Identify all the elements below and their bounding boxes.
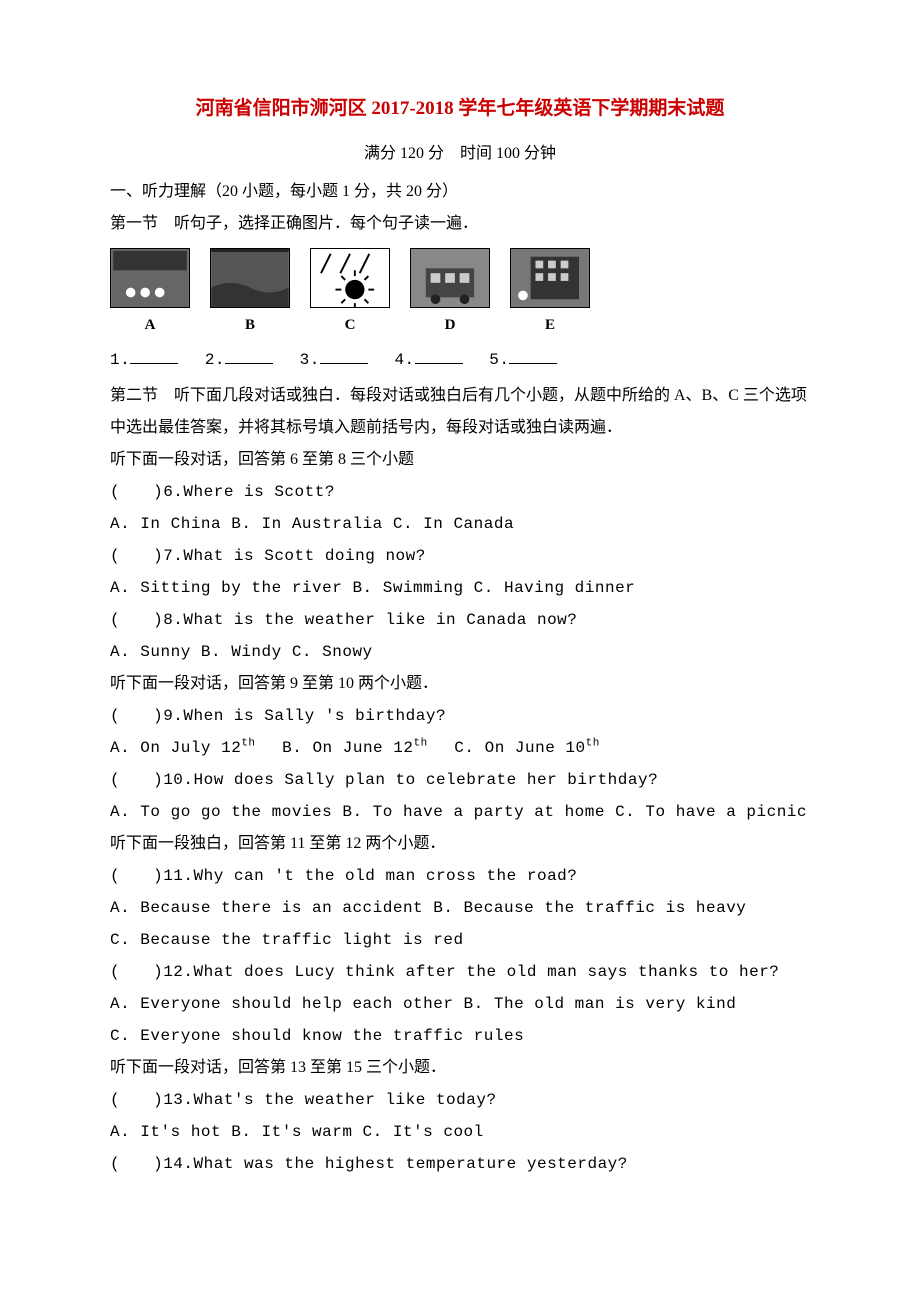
q13-options: A. It's hot B. It's warm C. It's cool (110, 1116, 810, 1148)
fillin-5-blank[interactable] (509, 348, 557, 364)
exam-subtitle: 满分 120 分 时间 100 分钟 (110, 138, 810, 170)
image-choice-e (510, 248, 590, 308)
q12: ( )12.What does Lucy think after the old… (110, 956, 810, 988)
image-choice-a (110, 248, 190, 308)
q7: ( )7.What is Scott doing now? (110, 540, 810, 572)
q13: ( )13.What's the weather like today? (110, 1084, 810, 1116)
fillins-row: 1. 2. 3. 4. 5. (110, 344, 810, 376)
fillin-1-label: 1. (110, 351, 130, 369)
part1-header: 第一节 听句子，选择正确图片．每个句子读一遍． (110, 208, 810, 240)
listening-images-row: A B C D E (110, 248, 810, 340)
sup-th: th (413, 738, 427, 750)
q9-opt-b: B. On June 12 (282, 739, 413, 757)
image-choice-d (410, 248, 490, 308)
q11-option-c: C. Because the traffic light is red (110, 924, 810, 956)
q9-options: A. On July 12th B. On June 12th C. On Ju… (110, 732, 810, 764)
fillin-5-label: 5. (489, 351, 509, 369)
exam-title: 河南省信阳市浉河区 2017-2018 学年七年级英语下学期期末试题 (110, 90, 810, 128)
fillin-2-label: 2. (205, 351, 225, 369)
segment4-header: 听下面一段对话，回答第 13 至第 15 三个小题． (110, 1052, 810, 1084)
segment3-header: 听下面一段独白，回答第 11 至第 12 两个小题． (110, 828, 810, 860)
q14: ( )14.What was the highest temperature y… (110, 1148, 810, 1180)
q10: ( )10.How does Sally plan to celebrate h… (110, 764, 810, 796)
fillin-4-blank[interactable] (415, 348, 463, 364)
segment2-header: 听下面一段对话，回答第 9 至第 10 两个小题． (110, 668, 810, 700)
q8: ( )8.What is the weather like in Canada … (110, 604, 810, 636)
q11-options-ab: A. Because there is an accident B. Becau… (110, 892, 810, 924)
image-choice-b (210, 248, 290, 308)
fillin-1-blank[interactable] (130, 348, 178, 364)
image-label-d: D (445, 310, 456, 340)
fillin-3-label: 3. (300, 351, 320, 369)
fillin-3-blank[interactable] (320, 348, 368, 364)
image-label-a: A (145, 310, 156, 340)
fillin-4-label: 4. (394, 351, 414, 369)
image-label-b: B (245, 310, 255, 340)
image-label-c: C (345, 310, 356, 340)
q12-option-c: C. Everyone should know the traffic rule… (110, 1020, 810, 1052)
image-choice-c (310, 248, 390, 308)
image-label-e: E (545, 310, 555, 340)
fillin-2-blank[interactable] (225, 348, 273, 364)
q9: ( )9.When is Sally 's birthday? (110, 700, 810, 732)
q8-options: A. Sunny B. Windy C. Snowy (110, 636, 810, 668)
q9-opt-c: C. On June 10 (454, 739, 585, 757)
q9-opt-a: A. On July 12 (110, 739, 241, 757)
part2-header: 第二节 听下面几段对话或独白．每段对话或独白后有几个小题，从题中所给的 A、B、… (110, 380, 810, 444)
q7-options: A. Sitting by the river B. Swimming C. H… (110, 572, 810, 604)
sup-th: th (241, 738, 255, 750)
q12-options-ab: A. Everyone should help each other B. Th… (110, 988, 810, 1020)
q6: ( )6.Where is Scott? (110, 476, 810, 508)
section1-header: 一、听力理解（20 小题，每小题 1 分，共 20 分） (110, 176, 810, 208)
sup-th: th (586, 738, 600, 750)
segment1-header: 听下面一段对话，回答第 6 至第 8 三个小题 (110, 444, 810, 476)
q6-options: A. In China B. In Australia C. In Canada (110, 508, 810, 540)
q10-options: A. To go go the movies B. To have a part… (110, 796, 810, 828)
q11: ( )11.Why can 't the old man cross the r… (110, 860, 810, 892)
